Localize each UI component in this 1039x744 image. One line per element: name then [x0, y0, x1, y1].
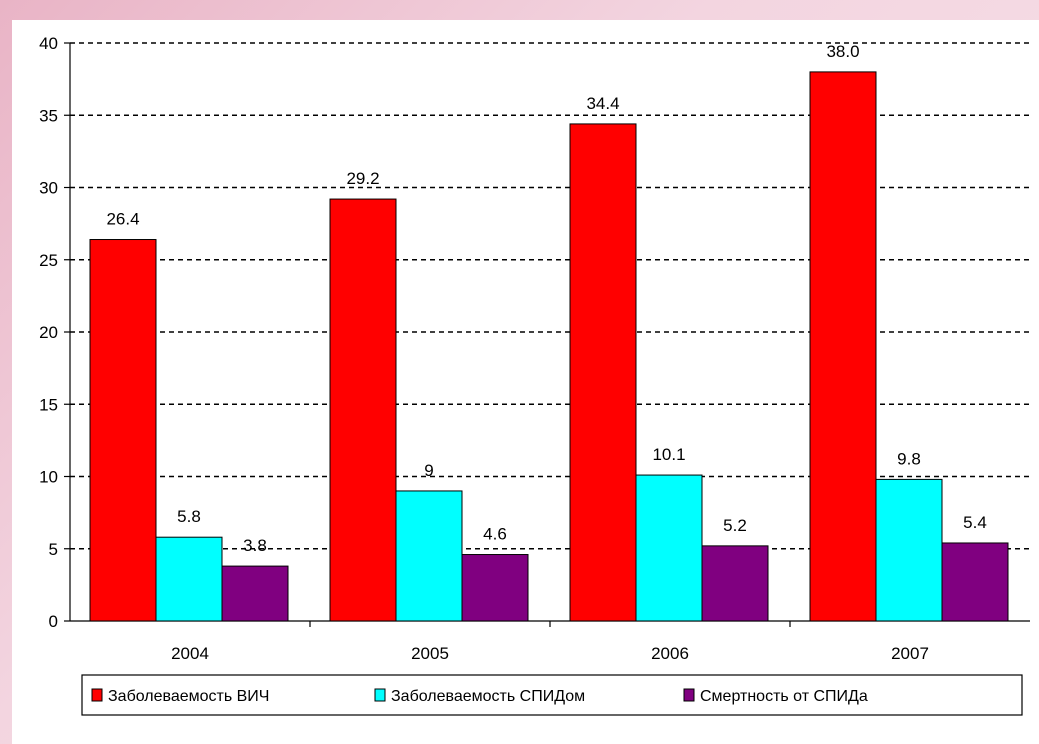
- bar-2006-series-3: [701, 545, 769, 622]
- bar-2005-series-1: [329, 198, 397, 622]
- data-label: 34.4: [586, 94, 619, 113]
- bar-2006-series-1: [569, 123, 637, 622]
- y-tick-label: 5: [49, 540, 58, 559]
- y-tick-label: 25: [39, 251, 58, 270]
- bar-2005-series-2: [395, 490, 463, 622]
- y-tick-label: 30: [39, 179, 58, 198]
- data-label: 5.4: [963, 513, 987, 532]
- y-tick-label: 15: [39, 395, 58, 414]
- chart-panel: 0 5 10 15 20 25 30 35 40 26.4 5.8 3.8 2004 29.2 9 4.6 20…: [12, 20, 1039, 744]
- bar-2004-series-3: [221, 565, 289, 622]
- y-tick-label: 35: [39, 106, 58, 125]
- x-tick-label: 2004: [171, 644, 209, 663]
- data-label: 26.4: [106, 210, 139, 229]
- legend-swatch: [91, 688, 103, 702]
- data-label: 29.2: [346, 169, 379, 188]
- x-tick-label: 2006: [651, 644, 689, 663]
- data-label: 5.2: [723, 516, 747, 535]
- bar-2007-series-1: [809, 71, 877, 622]
- data-label: 10.1: [652, 445, 685, 464]
- data-label: 4.6: [483, 525, 507, 544]
- legend-label: Заболеваемость ВИЧ: [108, 688, 269, 705]
- y-tick-label: 40: [39, 34, 58, 53]
- y-tick-label: 10: [39, 468, 58, 487]
- y-tick-label: 20: [39, 323, 58, 342]
- data-label: 9.8: [897, 449, 921, 468]
- data-label: 5.8: [177, 507, 201, 526]
- legend-label: Заболеваемость СПИДом: [391, 688, 585, 705]
- bar-2007-series-3: [941, 542, 1009, 622]
- bar-2004-series-2: [155, 536, 223, 622]
- y-tick-label: 0: [49, 612, 58, 631]
- data-label: 3.8: [243, 536, 267, 555]
- bar-2007-series-2: [875, 478, 943, 622]
- x-tick-label: 2007: [891, 644, 929, 663]
- data-label: 38.0: [826, 42, 859, 61]
- legend-swatch: [683, 688, 695, 702]
- legend-label: Смертность от СПИДа: [700, 688, 868, 705]
- bar-2004-series-1: [89, 239, 157, 622]
- data-label: 9: [424, 461, 433, 480]
- bar-2005-series-3: [461, 554, 529, 622]
- bar-2006-series-2: [635, 474, 703, 622]
- legend-swatch: [374, 688, 386, 702]
- x-tick-label: 2005: [411, 644, 449, 663]
- legend: [81, 674, 1023, 716]
- bar-chart: 0 5 10 15 20 25 30 35 40 26.4 5.8 3.8 2004 29.2 9 4.6 20…: [39, 34, 1030, 716]
